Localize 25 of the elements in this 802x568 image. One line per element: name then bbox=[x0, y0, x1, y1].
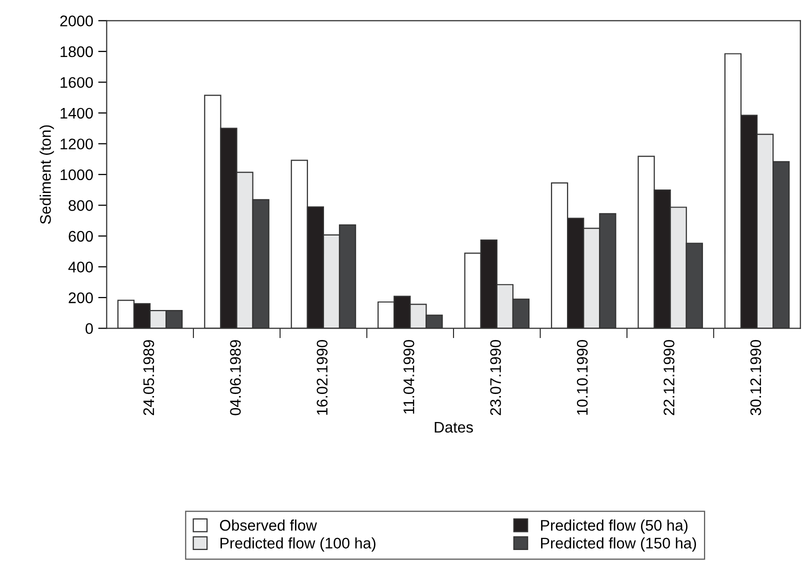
y-axis-title: Sediment (ton) bbox=[40, 125, 54, 224]
y-tick-label: 1800 bbox=[60, 46, 93, 58]
x-tick-label: 16.02.1990 bbox=[316, 340, 328, 415]
y-tick-label: 800 bbox=[68, 200, 93, 211]
x-tick-label: 22.12.1990 bbox=[664, 340, 674, 416]
x-tick-label: 11.04.1990 bbox=[403, 340, 414, 414]
x-tick-label: 24.05.1989 bbox=[143, 340, 154, 416]
y-tick-label: 1400 bbox=[60, 108, 93, 119]
x-tick-label: 10.10.1990 bbox=[576, 340, 588, 415]
x-axis-title: Dates bbox=[434, 422, 473, 433]
y-tick-label: 400 bbox=[68, 262, 93, 272]
y-tick-label: 1200 bbox=[60, 138, 93, 150]
y-tick-label: 200 bbox=[68, 292, 93, 304]
y-tick-label: 0 bbox=[86, 323, 93, 334]
y-tick-label: 600 bbox=[68, 230, 93, 242]
legend-label: Predicted flow (100 ha) bbox=[220, 537, 376, 552]
x-tick-label: 30.12.1990 bbox=[750, 340, 762, 416]
x-tick-label: 23.07.1990 bbox=[490, 340, 501, 416]
legend-label: Predicted flow (150 ha) bbox=[541, 537, 696, 552]
legend-label: Predicted flow (50 ha) bbox=[541, 520, 688, 534]
y-tick-label: 2000 bbox=[60, 16, 93, 26]
legend-label: Observed flow bbox=[220, 520, 317, 531]
y-tick-label: 1000 bbox=[60, 169, 93, 180]
x-tick-label: 04.06.1989 bbox=[230, 340, 241, 416]
y-tick-label: 1600 bbox=[60, 77, 93, 88]
